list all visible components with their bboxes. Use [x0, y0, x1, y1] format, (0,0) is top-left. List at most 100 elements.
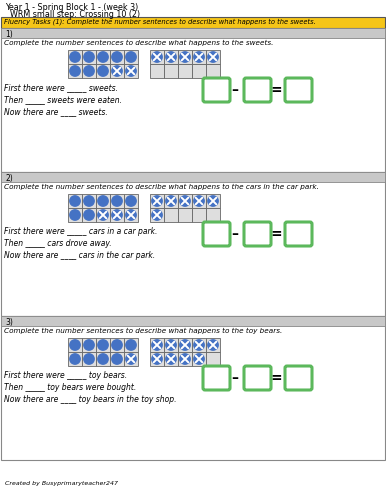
- Bar: [150, 338, 164, 352]
- Circle shape: [126, 52, 136, 62]
- Bar: [124, 194, 138, 208]
- Circle shape: [98, 66, 108, 76]
- Bar: [110, 64, 124, 78]
- Bar: [164, 64, 178, 78]
- Bar: [68, 352, 82, 366]
- Circle shape: [98, 52, 108, 62]
- Text: –: –: [232, 227, 239, 241]
- Text: 2): 2): [5, 174, 13, 182]
- Bar: [82, 352, 96, 366]
- Circle shape: [98, 354, 108, 364]
- Circle shape: [208, 52, 218, 62]
- Text: 3): 3): [5, 318, 13, 326]
- Bar: [178, 338, 192, 352]
- Bar: [68, 64, 82, 78]
- Circle shape: [70, 66, 80, 76]
- Bar: [178, 352, 192, 366]
- Circle shape: [70, 52, 80, 62]
- Bar: [96, 64, 110, 78]
- Bar: [178, 64, 192, 78]
- Bar: [164, 194, 178, 208]
- Bar: [192, 338, 206, 352]
- Bar: [124, 338, 138, 352]
- FancyBboxPatch shape: [203, 78, 230, 102]
- Bar: [68, 208, 82, 222]
- Bar: [192, 194, 206, 208]
- Bar: [206, 352, 220, 366]
- Bar: [96, 338, 110, 352]
- Bar: [110, 208, 124, 222]
- Bar: [150, 208, 164, 222]
- Bar: [1, 316, 385, 460]
- Circle shape: [98, 196, 108, 206]
- Circle shape: [112, 354, 122, 364]
- Circle shape: [70, 354, 80, 364]
- Text: Created by Busyprimaryteacher247: Created by Busyprimaryteacher247: [5, 481, 118, 486]
- Text: First there were _____ sweets.: First there were _____ sweets.: [4, 83, 118, 92]
- Circle shape: [98, 340, 108, 350]
- Bar: [206, 64, 220, 78]
- Circle shape: [70, 210, 80, 220]
- Bar: [178, 194, 192, 208]
- Circle shape: [194, 196, 204, 206]
- Bar: [192, 50, 206, 64]
- FancyBboxPatch shape: [285, 78, 312, 102]
- Circle shape: [84, 52, 94, 62]
- Bar: [96, 50, 110, 64]
- Text: Now there are ____ sweets.: Now there are ____ sweets.: [4, 107, 108, 116]
- Circle shape: [126, 210, 136, 220]
- FancyBboxPatch shape: [244, 78, 271, 102]
- Circle shape: [126, 354, 136, 364]
- Circle shape: [98, 210, 108, 220]
- Bar: [164, 50, 178, 64]
- Bar: [110, 194, 124, 208]
- Bar: [124, 50, 138, 64]
- Circle shape: [70, 196, 80, 206]
- Circle shape: [152, 354, 162, 364]
- Circle shape: [112, 52, 122, 62]
- Text: Complete the number sentences to describe what happens to the toy bears.: Complete the number sentences to describ…: [4, 328, 282, 334]
- Circle shape: [152, 52, 162, 62]
- Circle shape: [180, 340, 190, 350]
- Bar: [164, 338, 178, 352]
- Bar: [1, 28, 385, 38]
- Bar: [124, 352, 138, 366]
- Bar: [192, 352, 206, 366]
- Bar: [1, 172, 385, 316]
- Circle shape: [152, 196, 162, 206]
- Bar: [110, 352, 124, 366]
- FancyBboxPatch shape: [244, 366, 271, 390]
- Circle shape: [208, 340, 218, 350]
- Text: 1): 1): [5, 30, 13, 38]
- Bar: [206, 194, 220, 208]
- Bar: [206, 50, 220, 64]
- Circle shape: [180, 196, 190, 206]
- Bar: [206, 338, 220, 352]
- Text: Year 1 - Spring Block 1 - (week 3): Year 1 - Spring Block 1 - (week 3): [5, 3, 138, 12]
- Circle shape: [166, 354, 176, 364]
- Circle shape: [194, 340, 204, 350]
- Bar: [82, 50, 96, 64]
- Circle shape: [84, 196, 94, 206]
- Text: Complete the number sentences to describe what happens to the cars in the car pa: Complete the number sentences to describ…: [4, 184, 319, 190]
- Circle shape: [112, 340, 122, 350]
- Circle shape: [180, 52, 190, 62]
- Bar: [1, 28, 385, 172]
- Circle shape: [84, 210, 94, 220]
- Bar: [150, 64, 164, 78]
- Circle shape: [152, 210, 162, 220]
- Text: –: –: [232, 371, 239, 385]
- Circle shape: [194, 52, 204, 62]
- Bar: [192, 208, 206, 222]
- Bar: [96, 194, 110, 208]
- Bar: [164, 352, 178, 366]
- Circle shape: [84, 340, 94, 350]
- Circle shape: [112, 66, 122, 76]
- Text: WRM small step: Crossing 10 (2): WRM small step: Crossing 10 (2): [10, 10, 140, 19]
- Bar: [150, 50, 164, 64]
- Bar: [96, 352, 110, 366]
- Circle shape: [70, 340, 80, 350]
- Circle shape: [84, 66, 94, 76]
- Bar: [206, 208, 220, 222]
- Circle shape: [166, 196, 176, 206]
